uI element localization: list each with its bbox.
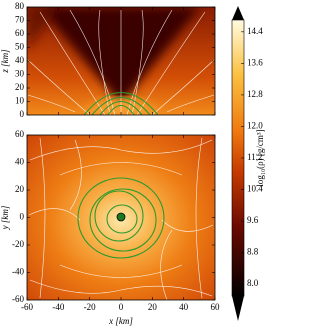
density-map-top [27, 7, 215, 115]
x-axis-label: x [km] [108, 316, 133, 326]
y-tick-label: 80 [15, 1, 25, 11]
x-tick-label: 60 [211, 302, 221, 312]
colorbar-tick-label: 13.6 [247, 57, 263, 67]
y-tick-label: 0 [20, 212, 25, 222]
colorbar-tick-label: 12.0 [247, 121, 263, 131]
x-tick-label: -40 [52, 302, 64, 312]
y-tick-label: 30 [15, 69, 25, 79]
y-axis-label: z [km] [0, 49, 10, 74]
density-map-bottom [27, 135, 215, 300]
y-axis-label: y [km] [0, 205, 10, 230]
y-tick-label: 70 [15, 15, 25, 25]
y-tick-label: 40 [15, 55, 25, 65]
y-tick-label: 10 [15, 96, 25, 106]
y-tick-label: -60 [12, 294, 24, 304]
x-tick-label: 0 [119, 302, 124, 312]
x-tick-label: -60 [21, 302, 33, 312]
colorbar-tick-label: 9.6 [247, 215, 259, 225]
colorbar-label: log₁₀(ρ) [g/cm³] [255, 129, 265, 186]
colorbar-tick-label: 10.4 [247, 184, 263, 194]
y-tick-label: -40 [12, 267, 24, 277]
y-tick-label: 40 [15, 157, 25, 167]
x-tick-label: -20 [84, 302, 96, 312]
y-tick-label: 0 [20, 109, 25, 119]
y-tick-label: 20 [15, 82, 25, 92]
colorbar-tick-label: 12.8 [247, 89, 263, 99]
y-tick-label: 50 [15, 42, 25, 52]
colorbar-tick-label: 11.2 [247, 152, 262, 162]
y-tick-label: -20 [12, 239, 24, 249]
y-tick-label: 20 [15, 184, 25, 194]
colorbar-tick-label: 8.8 [247, 247, 259, 257]
y-tick-label: 60 [15, 28, 25, 38]
x-tick-label: 40 [179, 302, 189, 312]
x-tick-label: 20 [148, 302, 158, 312]
figure: 0 10 20 30 40 50 60 70 80 z [km] -60 -40 -20 0 20 40 60 -… [0, 1, 265, 326]
colorbar-tick-label: 8.0 [247, 278, 259, 288]
y-tick-label: 60 [15, 129, 25, 139]
colorbar-tick-label: 14.4 [247, 26, 263, 36]
